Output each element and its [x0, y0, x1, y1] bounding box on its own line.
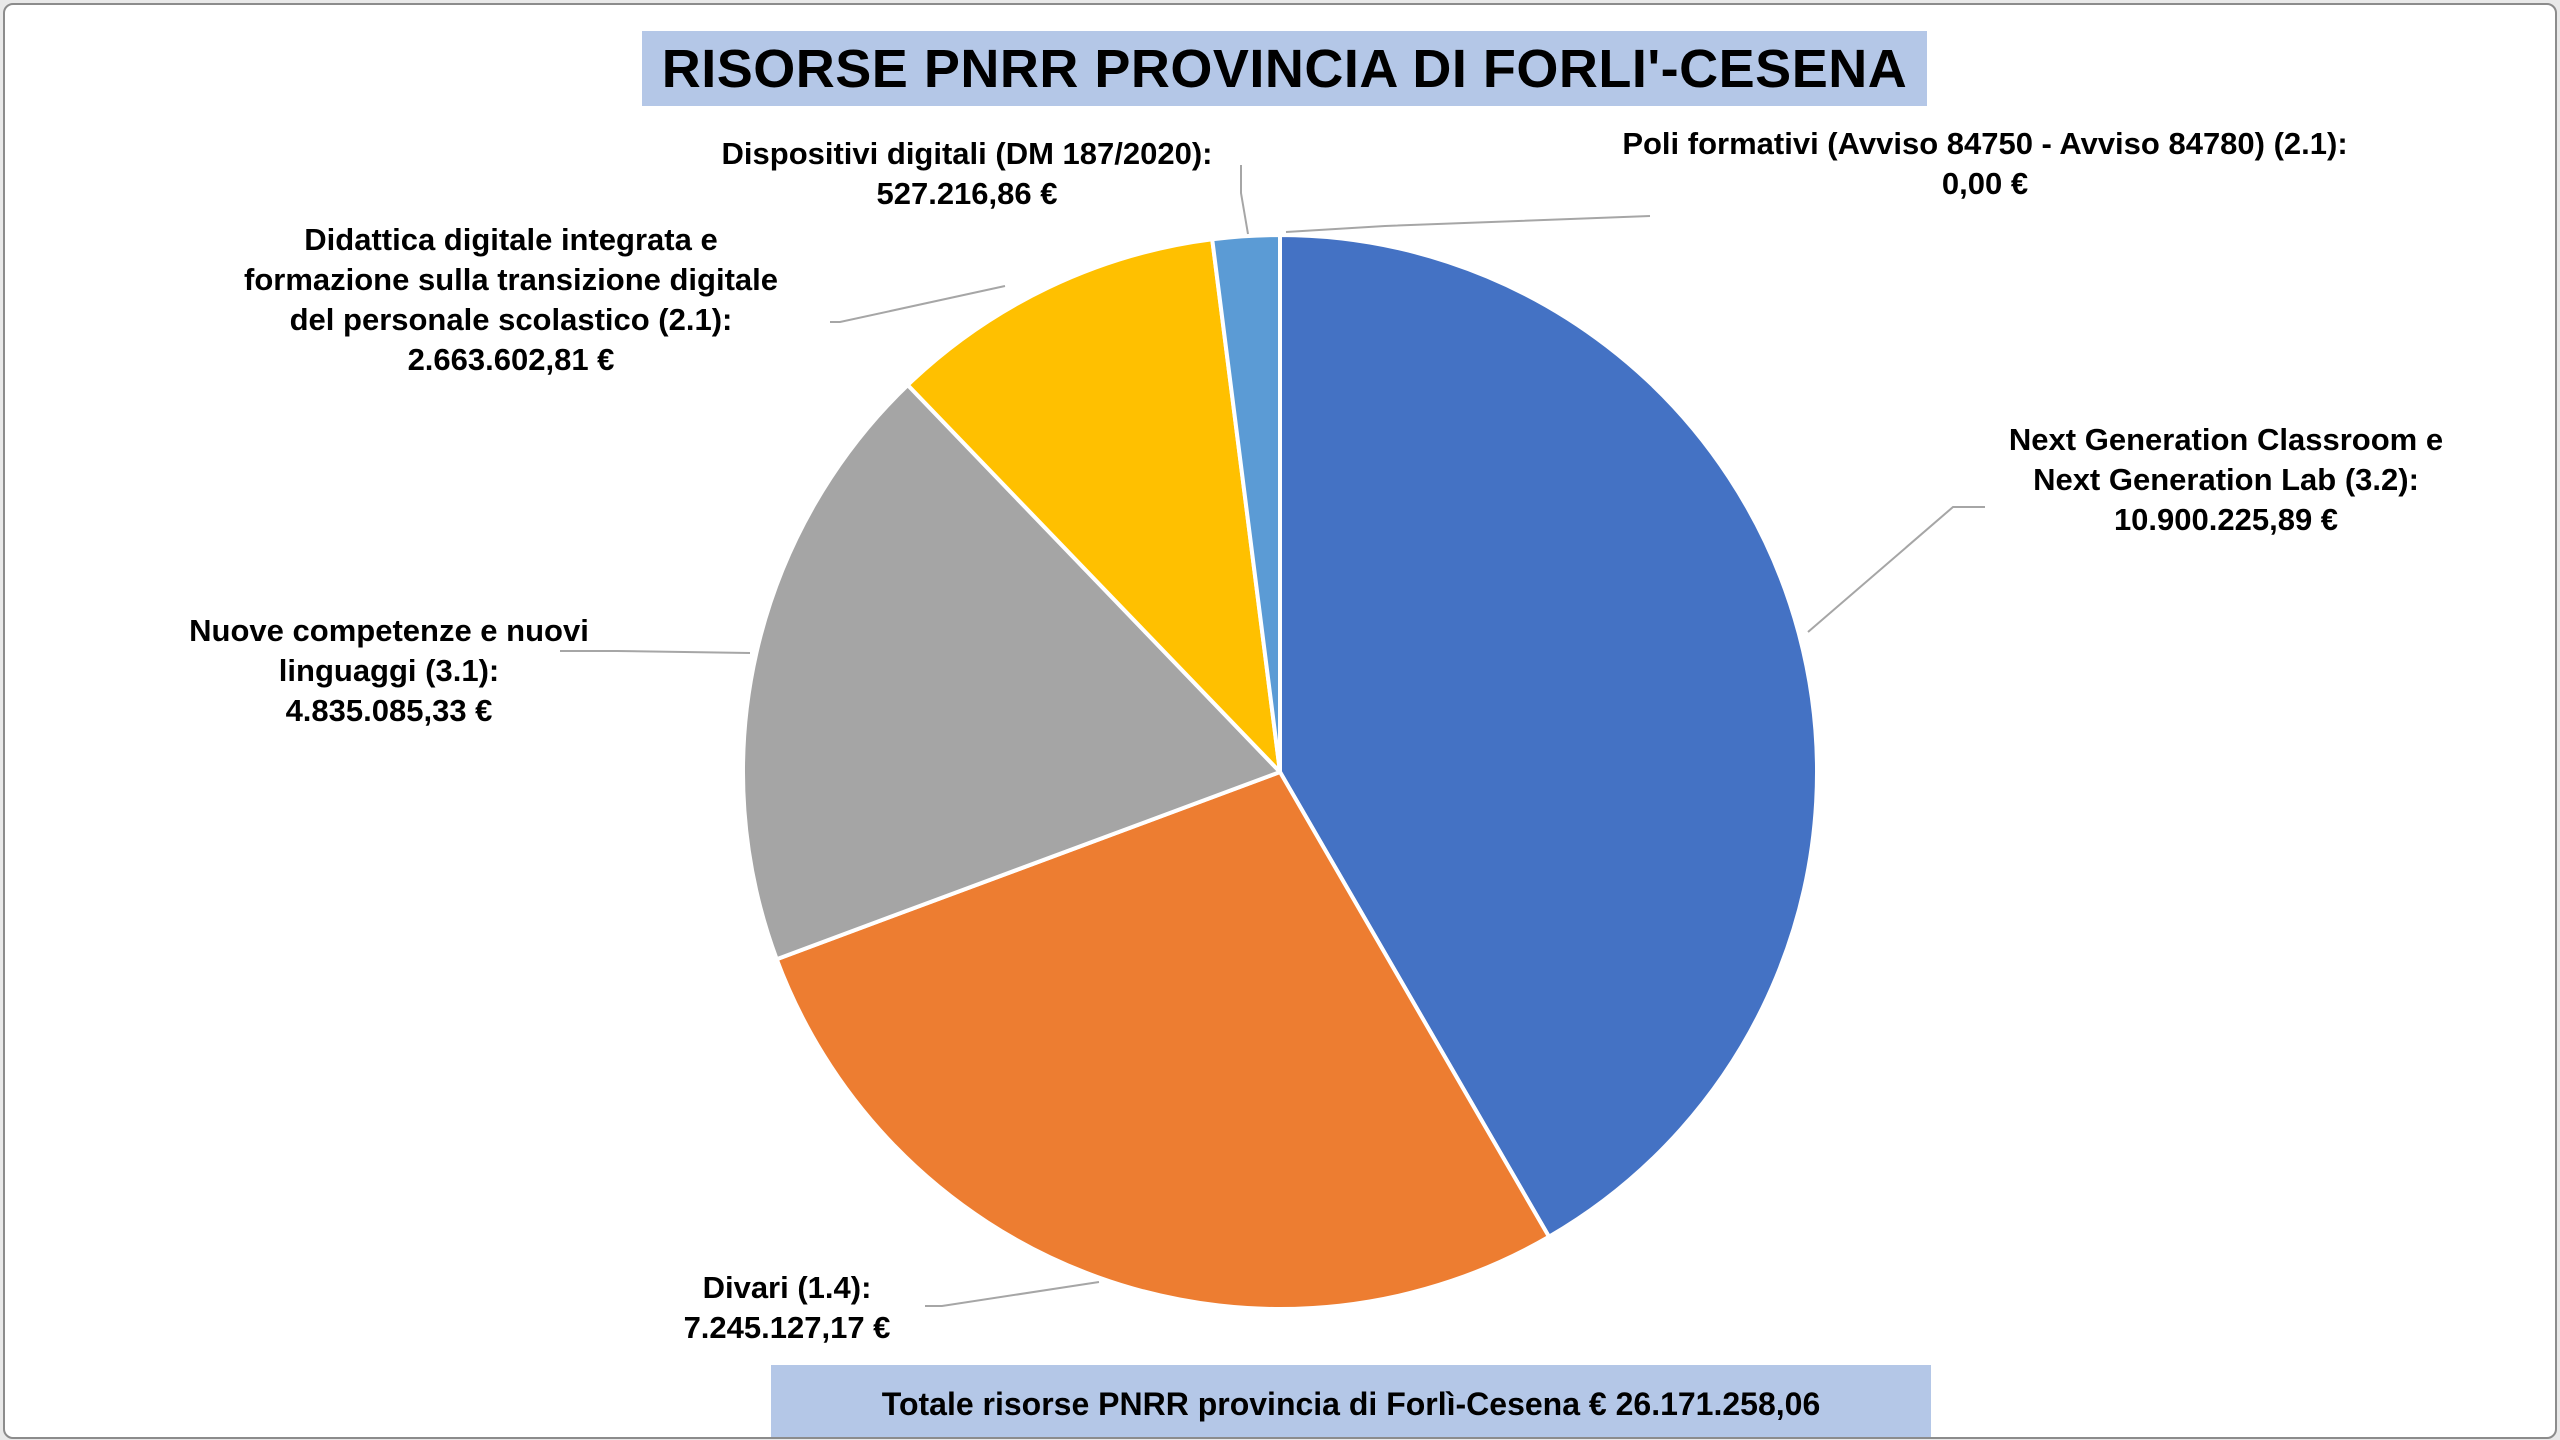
- slice-data-label: Didattica digitale integrata e formazione…: [244, 222, 778, 377]
- slice-data-label: Nuove competenze e nuovi linguaggi (3.1):…: [189, 613, 589, 728]
- slice-label-line: linguaggi (3.1):: [279, 653, 499, 688]
- slice-label-line: 0,00 €: [1942, 166, 2028, 201]
- label-leader-line: [1240, 165, 1249, 235]
- label-leader-line: [925, 1281, 1100, 1307]
- label-leader-line: [1807, 506, 1985, 633]
- slice-label-line: 2.663.602,81 €: [408, 342, 615, 377]
- chart-title: RISORSE PNRR PROVINCIA DI FORLI'-CESENA: [661, 38, 1908, 99]
- slice-label-line: Next Generation Lab (3.2):: [2033, 462, 2419, 497]
- slice-label-line: Didattica digitale integrata e: [304, 222, 717, 257]
- label-leader-line: [560, 650, 751, 654]
- slice-label-line: formazione sulla transizione digitale: [244, 262, 778, 297]
- pie-slice: [774, 770, 1551, 1311]
- label-leader-line: [830, 285, 1006, 323]
- pie-slice: [1278, 233, 1819, 1239]
- slice-label-line: Next Generation Classroom e: [2009, 422, 2443, 457]
- slice-data-label: Dispositivi digitali (DM 187/2020): 527.2…: [722, 136, 1213, 211]
- slice-label-line: Nuove competenze e nuovi: [189, 613, 589, 648]
- pie-slice: [905, 237, 1282, 774]
- pie-slice: [1210, 233, 1282, 774]
- pie-chart: Poli formativi (Avviso 84750 - Avviso 84…: [189, 126, 2443, 1345]
- chart-title-box: RISORSE PNRR PROVINCIA DI FORLI'-CESENA: [642, 31, 1927, 106]
- slice-label-line: 527.216,86 €: [876, 176, 1057, 211]
- slide-frame: RISORSE PNRR PROVINCIA DI FORLI'-CESENA …: [3, 3, 2557, 1439]
- slice-label-line: Divari (1.4):: [703, 1270, 872, 1305]
- slice-label-line: del personale scolastico (2.1):: [290, 302, 733, 337]
- pie-slice: [741, 383, 1282, 962]
- slice-data-label: Next Generation Classroom e Next Generati…: [2009, 422, 2443, 537]
- label-leader-line: [1285, 215, 1651, 233]
- slice-data-label: Poli formativi (Avviso 84750 - Avviso 84…: [1622, 126, 2347, 201]
- slice-label-line: Dispositivi digitali (DM 187/2020):: [722, 136, 1213, 171]
- total-box: Totale risorse PNRR provincia di Forlì-C…: [771, 1365, 1931, 1437]
- slice-label-line: 4.835.085,33 €: [286, 693, 493, 728]
- slice-label-line: 10.900.225,89 €: [2114, 502, 2338, 537]
- total-resources-text: Totale risorse PNRR provincia di Forlì-C…: [881, 1386, 1821, 1422]
- slice-label-line: Poli formativi (Avviso 84750 - Avviso 84…: [1622, 126, 2347, 161]
- slice-data-label: Divari (1.4): 7.245.127,17 €: [684, 1270, 891, 1345]
- slice-label-line: 7.245.127,17 €: [684, 1310, 891, 1345]
